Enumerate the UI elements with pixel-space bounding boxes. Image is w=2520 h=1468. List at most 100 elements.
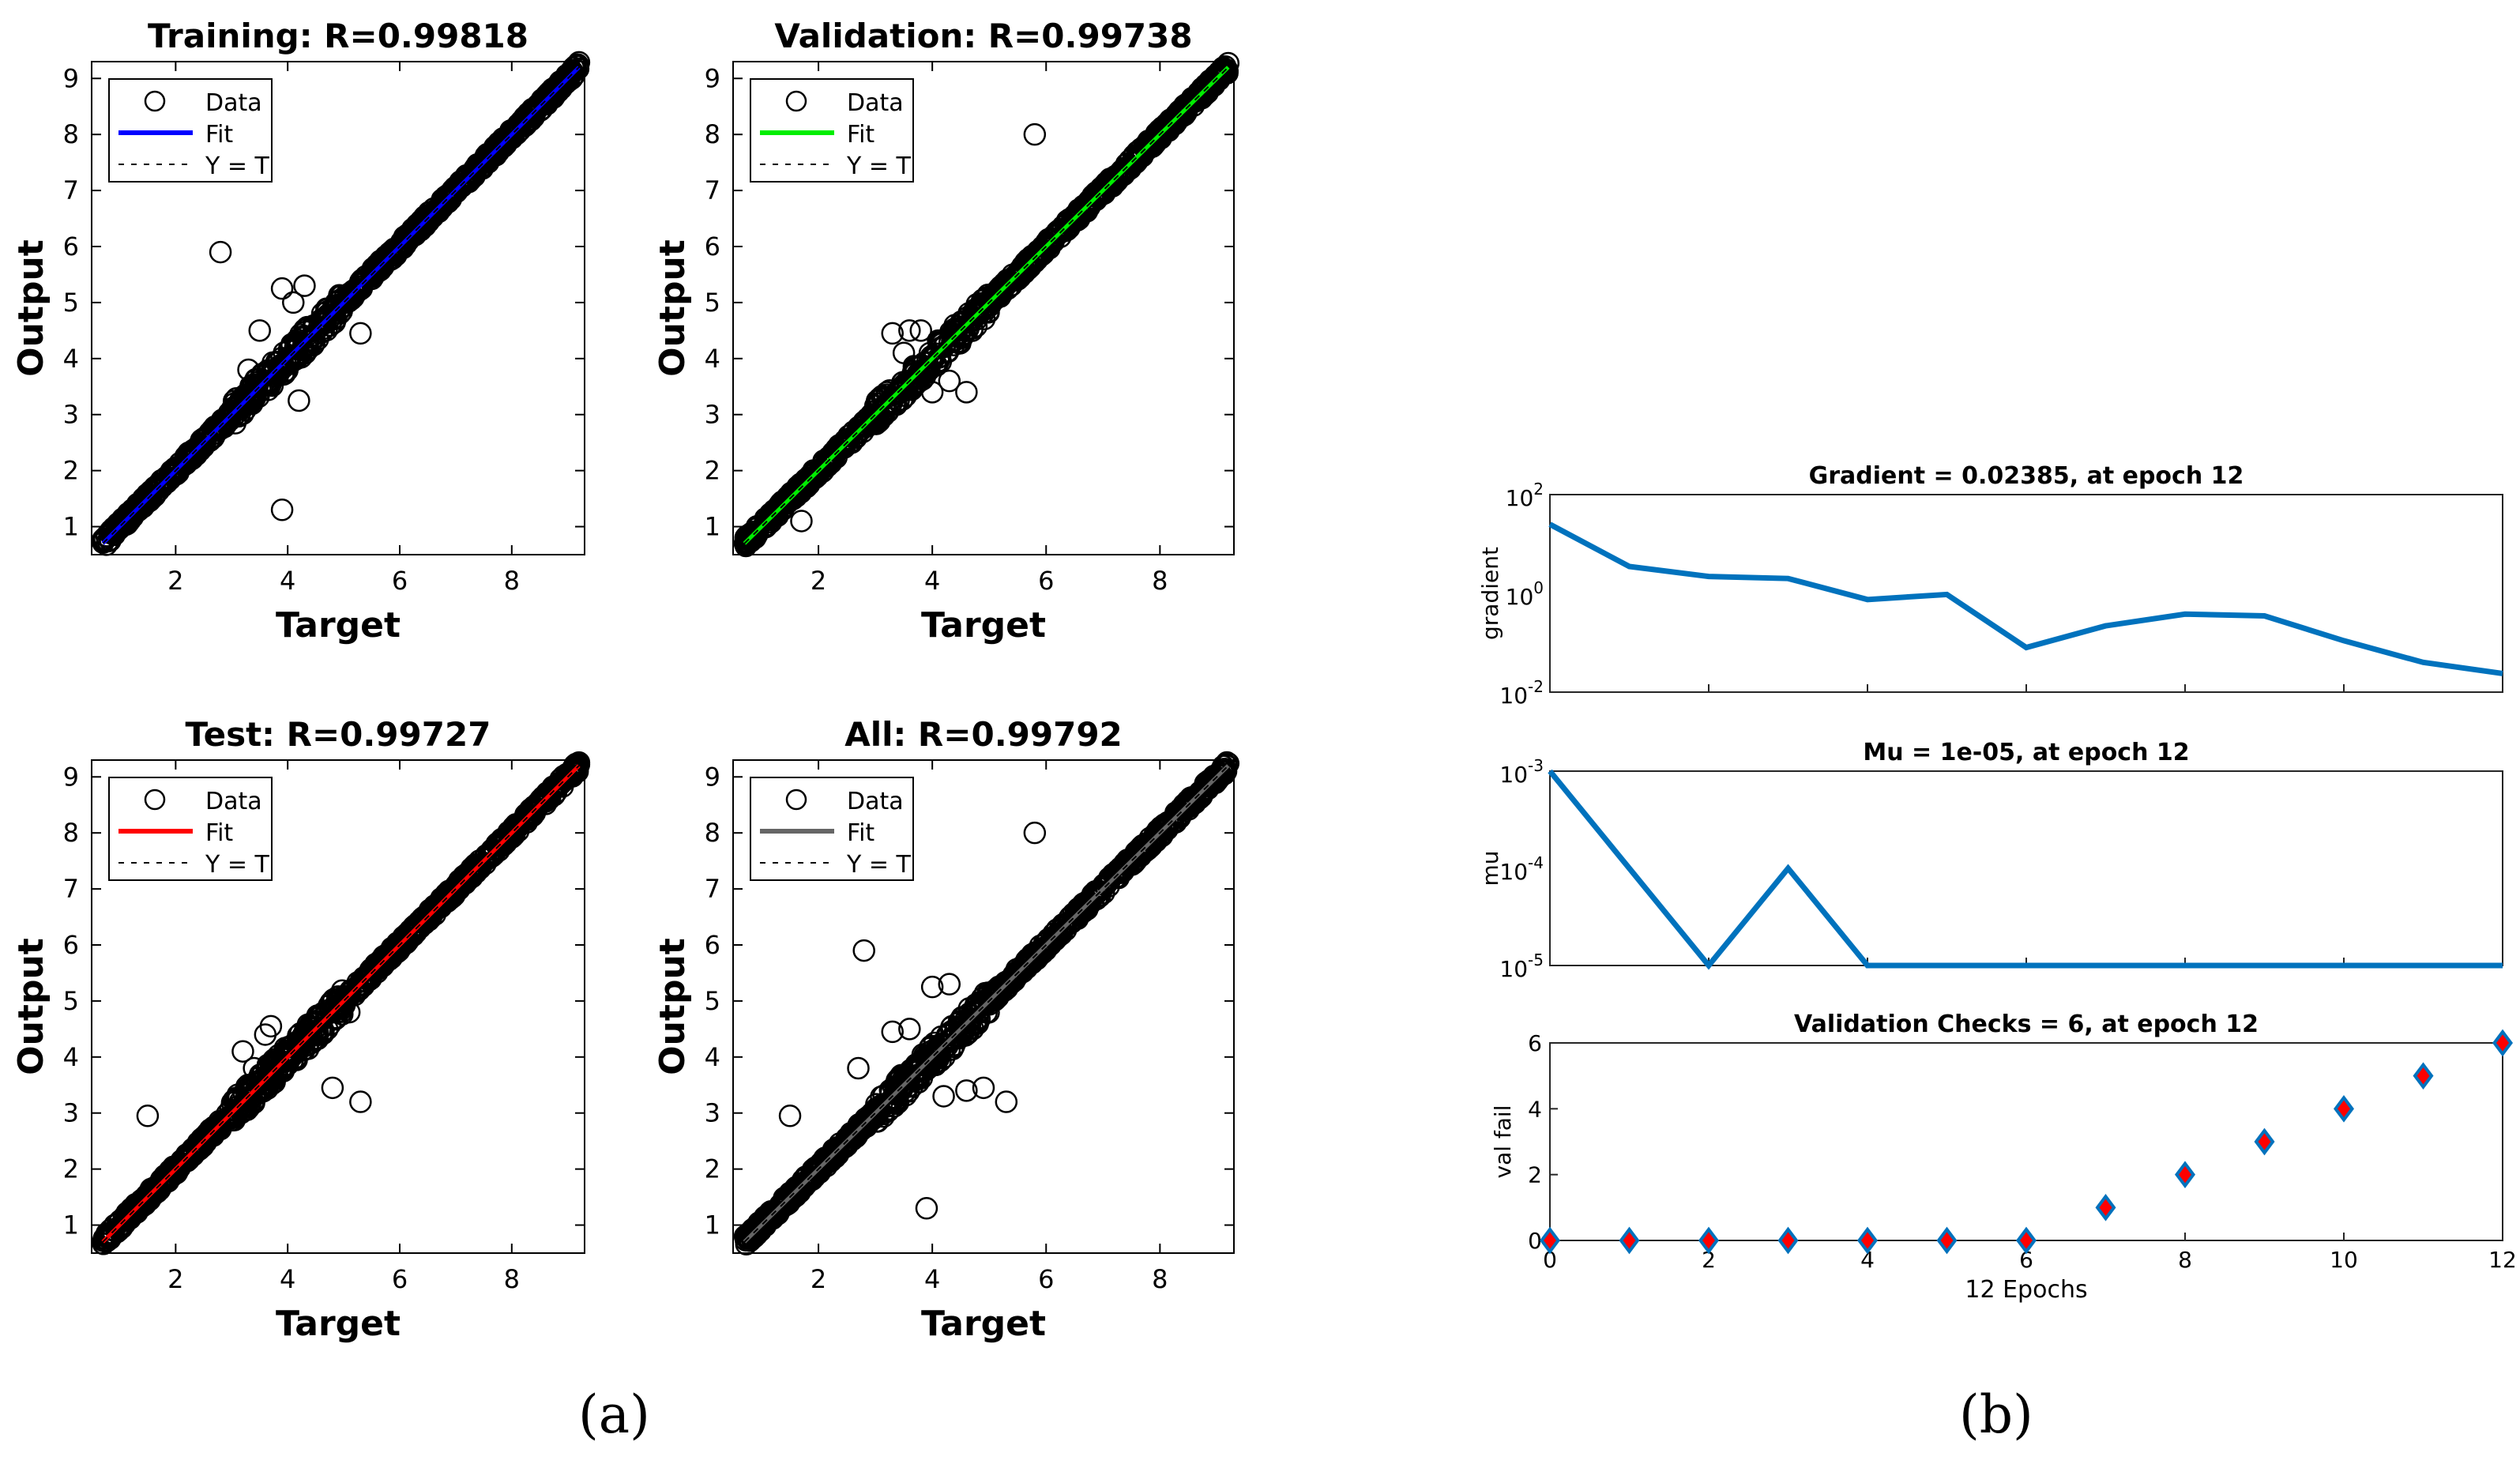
- data-point: [833, 431, 856, 455]
- data-point-outlier: [915, 1197, 938, 1220]
- data-point: [1175, 101, 1198, 125]
- data-point: [1151, 122, 1175, 145]
- legend-data-marker: [785, 789, 807, 811]
- x-tick-label: 2: [1702, 1247, 1716, 1273]
- y-tick-base: 10: [1506, 485, 1534, 511]
- y-tick-base: 10: [1499, 762, 1528, 788]
- data-point: [1149, 125, 1172, 149]
- data-point: [1065, 906, 1088, 929]
- data-point: [962, 306, 986, 329]
- data-point: [541, 85, 565, 108]
- data-point: [463, 164, 486, 188]
- data-point: [182, 439, 205, 462]
- val-fail-marker: [2334, 1095, 2354, 1123]
- data-point: [354, 969, 377, 993]
- data-point-outlier: [321, 1076, 344, 1100]
- y-tick-exponent: -3: [1528, 756, 1544, 775]
- y-tick-label: 9: [63, 63, 79, 93]
- data-point: [139, 1180, 163, 1203]
- data-points: [733, 751, 1240, 1255]
- data-point: [1145, 122, 1168, 145]
- data-points: [733, 51, 1240, 558]
- legend: Data Fit Y = T: [750, 78, 914, 183]
- data-point: [1076, 891, 1099, 915]
- data-point: [1083, 183, 1107, 205]
- data-point: [986, 281, 1010, 304]
- data-point: [125, 1199, 149, 1222]
- x-tick-label: 2: [811, 1264, 826, 1294]
- data-point-outlier: [932, 1085, 955, 1108]
- data-point-outlier: [909, 319, 932, 342]
- val-fail-marker: [1698, 1226, 1719, 1255]
- data-point: [802, 462, 826, 485]
- data-point: [739, 1229, 762, 1252]
- x-tick-label: 8: [1152, 566, 1168, 596]
- data-point: [434, 883, 457, 906]
- y-tick-label: 6: [705, 930, 720, 960]
- data-point-outlier: [1023, 821, 1047, 845]
- y-tick-label: 3: [63, 1098, 79, 1128]
- data-point-outlier: [349, 1090, 372, 1113]
- regression-test-chart: 2 4 6 8 1 2 3 4 5 6 7 8 9 Data Fit Y = T Test: R=0.99727…: [11, 715, 591, 1344]
- data-point: [481, 845, 504, 868]
- y-tick-label: 5: [705, 288, 720, 318]
- data-point-outlier: [136, 1105, 160, 1127]
- regression-validation-chart: 2 4 6 8 1 2 3 4 5 6 7 8 9 Data Fit Y = T Validation: R=0…: [653, 17, 1240, 646]
- y-tick-label: 6: [63, 231, 79, 262]
- data-point: [315, 305, 339, 329]
- data-point-outlier: [955, 1079, 978, 1102]
- legend-fit-label: Fit: [205, 121, 233, 149]
- x-tick-label: 4: [1860, 1247, 1875, 1273]
- data-point: [215, 412, 238, 435]
- y-tick-label: 4: [1528, 1096, 1542, 1122]
- data-point-outlier: [790, 510, 813, 533]
- regression-training-chart: 2 4 6 8 1 2 3 4 5 6 7 8 9 Data Fit Y = T Training: R=0.9…: [11, 17, 591, 646]
- data-point: [103, 523, 126, 547]
- val-fail-marker: [2413, 1062, 2434, 1090]
- chart-title: Gradient = 0.02385, at epoch 12: [1809, 462, 2244, 490]
- data-point: [352, 268, 376, 292]
- data-point: [782, 480, 806, 503]
- data-point: [1081, 184, 1104, 207]
- data-point: [126, 494, 149, 518]
- y-tick-label: 8: [63, 119, 79, 149]
- x-tick-label: 2: [811, 566, 826, 596]
- data-point: [346, 280, 369, 303]
- data-point: [220, 1106, 243, 1130]
- data-point: [754, 515, 777, 539]
- y-tick-label: 1: [63, 512, 79, 542]
- data-point-outlier: [955, 381, 978, 404]
- data-point: [1191, 78, 1214, 101]
- val-fail-marker: [1619, 1226, 1640, 1255]
- data-point-outlier: [209, 240, 232, 264]
- data-point: [151, 473, 175, 496]
- data-point: [96, 1226, 120, 1249]
- data-point: [1205, 767, 1228, 790]
- data-point: [359, 958, 382, 982]
- fit-line: [743, 764, 1230, 1244]
- x-axis-label: Target: [276, 1304, 401, 1344]
- data-point: [184, 1135, 207, 1158]
- data-point: [295, 1023, 318, 1046]
- data-point-outlier: [892, 341, 916, 364]
- data-point: [1047, 925, 1070, 948]
- y-tick-label: 8: [705, 818, 720, 848]
- data-point: [1032, 940, 1055, 963]
- data-point: [1149, 819, 1172, 842]
- val-fail-marker: [1936, 1226, 1958, 1255]
- y-tick-label: 7: [63, 874, 79, 904]
- data-points: [92, 751, 591, 1255]
- y-tick-label: 0: [1528, 1228, 1542, 1254]
- x-axis-label: Target: [921, 1304, 1046, 1344]
- y-axis-label: mu: [1477, 850, 1503, 886]
- y-tick-label: 8: [63, 818, 79, 848]
- data-point: [742, 1225, 765, 1248]
- y-tick-label: 100: [1506, 578, 1544, 610]
- legend: Data Fit Y = T: [108, 78, 273, 183]
- data-point: [1144, 130, 1168, 153]
- legend-identity-label: Y = T: [846, 851, 912, 879]
- y-tick-exponent: 0: [1533, 578, 1544, 597]
- y-tick-label: 3: [705, 400, 720, 430]
- val-fail-marker: [2492, 1029, 2513, 1057]
